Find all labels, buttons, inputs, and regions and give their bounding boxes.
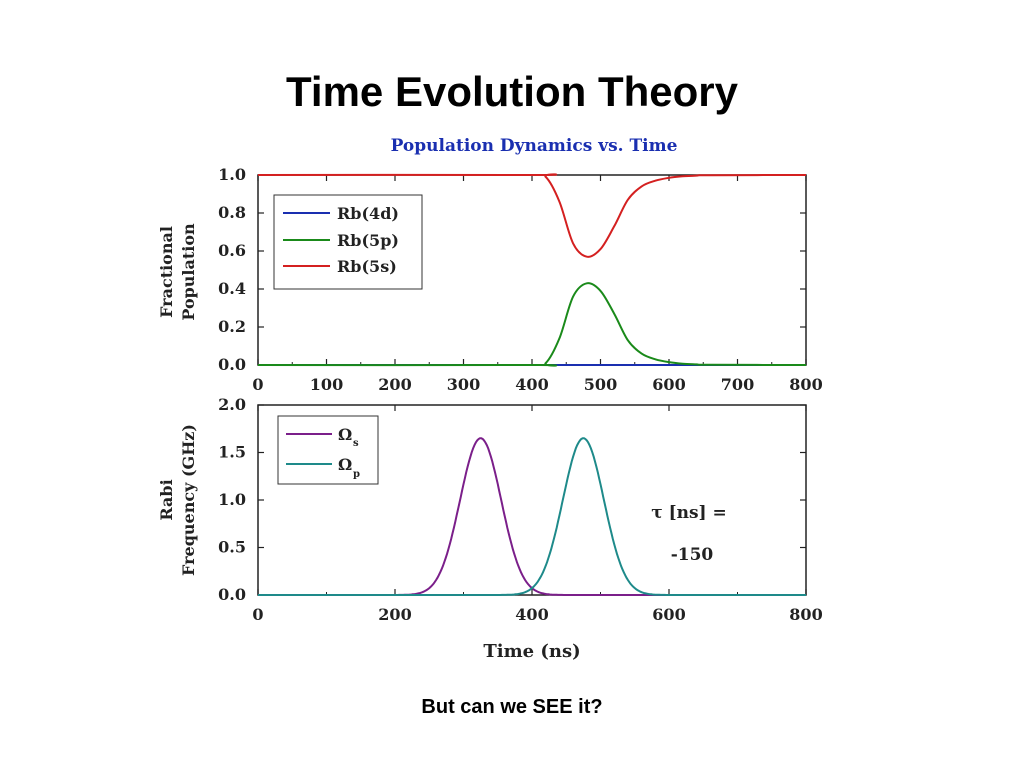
bottom-ylabel-line1: Rabi [157,479,176,520]
x-tick-label: 0 [252,375,263,394]
legend-label-omega-p: Ω [338,455,352,474]
bottom-series-1-line [258,437,806,596]
top-ylabel-line2: Population [179,223,198,321]
x-tick-label: 200 [378,375,411,394]
legend-label-rb4d: Rb(4d) [337,204,399,223]
x-tick-label: 700 [721,375,754,394]
y-tick-label: 1.0 [218,490,246,509]
top-legend: Rb(4d) Rb(5p) Rb(5s) [273,194,423,290]
legend-subscript-s: s [353,438,359,449]
x-tick-label: 600 [652,375,685,394]
y-tick-label: 0.0 [218,355,246,374]
y-tick-label: 2.0 [218,395,246,414]
x-tick-label: 0 [252,605,263,624]
x-tick-label: 100 [310,375,343,394]
top-series-1-line [257,282,807,367]
y-tick-label: 1.5 [218,443,246,462]
y-tick-label: 0.4 [218,279,246,298]
y-tick-label: 0.8 [218,203,246,222]
top-chart-title: Population Dynamics vs. Time [391,136,678,156]
bottom-xlabel: Time (ns) [483,641,580,662]
legend-subscript-p: p [353,469,360,480]
bottom-legend: Ω s Ω p [277,415,379,485]
slide-title: Time Evolution Theory [286,68,738,115]
bottom-ylabel-line2: Frequency (GHz) [179,424,198,576]
y-tick-label: 0.6 [218,241,246,260]
legend-label-omega-s: Ω [338,425,352,444]
x-tick-label: 800 [789,605,822,624]
y-tick-label: 1.0 [218,165,246,184]
x-tick-label: 600 [652,605,685,624]
x-tick-label: 400 [515,605,548,624]
tau-annotation-value: -150 [671,545,714,565]
x-tick-label: 500 [584,375,617,394]
x-tick-label: 800 [789,375,822,394]
tau-annotation-label: τ [ns] = [651,503,727,523]
x-tick-label: 200 [378,605,411,624]
top-ylabel-line1: Fractional [157,226,176,318]
y-tick-label: 0.2 [218,317,246,336]
y-tick-label: 0.5 [218,538,246,557]
legend-label-rb5s: Rb(5s) [337,257,397,276]
legend-label-rb5p: Rb(5p) [337,231,399,250]
x-tick-label: 300 [447,375,480,394]
top-chart-marks: 0 100 200 300 400 500 600 700 800 0.0 0.2 0.4 0.6 0.8… [218,165,823,394]
bottom-chart-marks: 0 200 400 600 800 0.0 0.5 1.0 1.5 2.0 [218,395,823,624]
x-tick-label: 400 [515,375,548,394]
slide-caption: But can we SEE it? [421,696,603,718]
y-tick-label: 0.0 [218,585,246,604]
top-series-2-line [257,173,807,258]
